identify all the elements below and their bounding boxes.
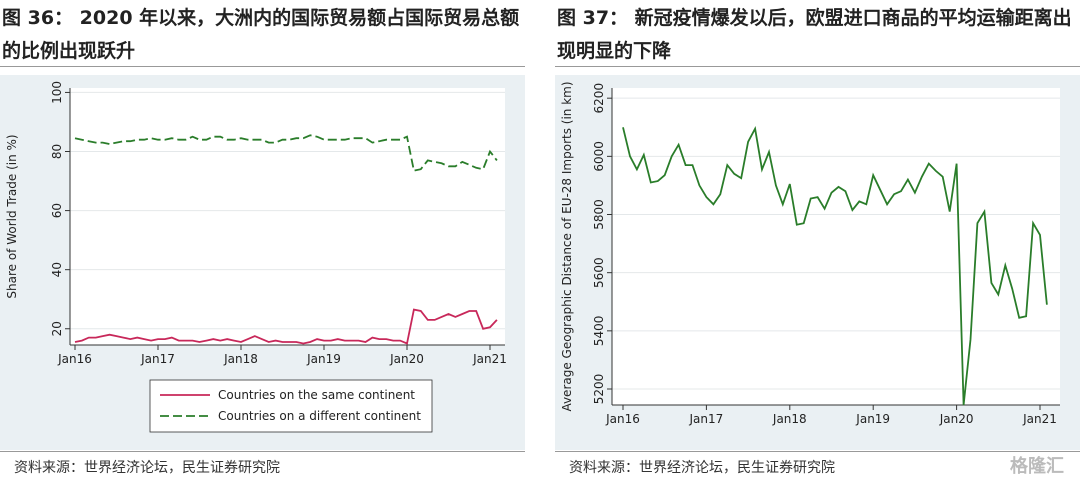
series-line [74,134,498,172]
y-tick-label: 6200 [592,83,606,114]
figure: 图 37： 新冠疫情爆发以后，欧盟进口商品的平均运输距离出现明显的下降 5200… [555,0,1080,477]
x-tick-label: Jan17 [689,412,724,426]
y-tick-label: 5800 [592,199,606,230]
y-tick-label: 5200 [592,374,606,405]
x-tick-label: Jan20 [389,352,424,366]
y-axis-label: Share of World Trade (in %) [5,134,19,298]
legend-label: Countries on the same continent [218,388,415,402]
x-tick-label: Jan16 [605,412,640,426]
y-tick-label: 40 [50,262,64,277]
x-tick-label: Jan18 [223,352,258,366]
x-tick-label: Jan21 [1022,412,1057,426]
y-tick-label: 100 [50,81,64,104]
x-tick-label: Jan19 [855,412,890,426]
y-tick-label: 80 [50,144,64,159]
chart: 5200 5400 5600 5800 6000 6200 Jan16 Jan17 Jan18 J… [555,75,1080,450]
x-tick-label: Jan21 [472,352,507,366]
watermark: 格隆汇 [1010,456,1064,477]
divider [0,66,525,67]
x-tick-label: Jan17 [140,352,175,366]
x-tick-label: Jan20 [939,412,974,426]
y-tick-label: 5600 [592,257,606,288]
divider [0,451,525,452]
x-tick-label: Jan19 [306,352,341,366]
x-tick-label: Jan16 [57,352,92,366]
x-tick-label: Jan18 [772,412,807,426]
figure-title: 图 36： 2020 年以来，大洲内的国际贸易额占国际贸易总额的比例出现跃升 [2,7,520,62]
y-axis-label: Average Geographic Distance of EU-28 Imp… [560,81,574,411]
figure-title: 图 37： 新冠疫情爆发以后，欧盟进口商品的平均运输距离出现明显的下降 [557,7,1072,62]
plot-area [70,88,505,345]
y-tick-label: 5400 [592,316,606,347]
y-tick-label: 60 [50,203,64,218]
series-line [622,125,1048,406]
divider [555,451,1080,452]
plot-area [612,88,1060,405]
series-line [74,308,498,345]
y-tick-label: 20 [50,321,64,336]
divider [555,66,1080,67]
figure: 图 36： 2020 年以来，大洲内的国际贸易额占国际贸易总额的比例出现跃升 2… [0,0,525,477]
legend-box [149,379,433,433]
y-tick-label: 6000 [592,141,606,172]
chart: 20 40 60 80 100 Jan16 Jan17 Jan18 Jan19 Jan20 Jan2… [0,75,525,450]
source: 资料来源：世界经济论坛，民生证券研究院 [14,460,280,476]
source: 资料来源：世界经济论坛，民生证券研究院 [569,460,835,476]
legend-label: Countries on a different continent [218,409,421,423]
